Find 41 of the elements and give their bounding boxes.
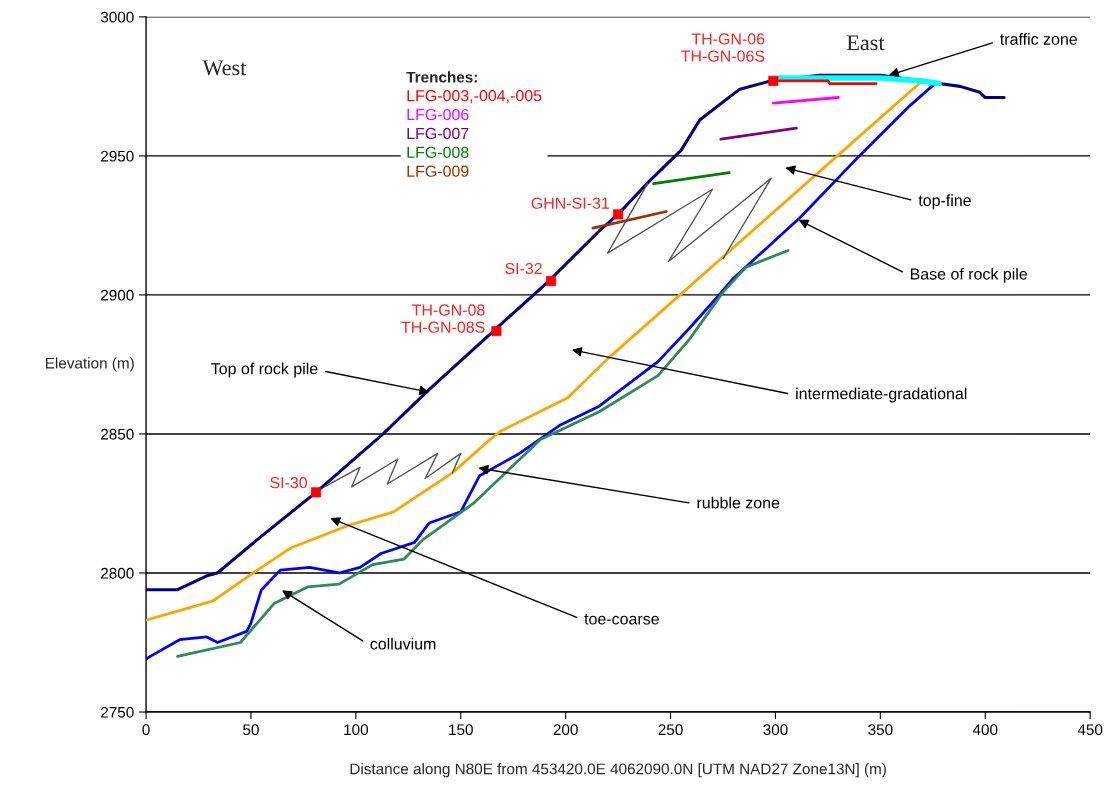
annotation: Base of rock pile	[910, 267, 1027, 283]
x-tick-label: 350	[868, 724, 893, 736]
y-tick-label: 2750	[101, 706, 134, 718]
annotation: West	[202, 60, 247, 76]
y-tick-label: 2900	[101, 289, 134, 301]
text: LFG-003,-004,-005	[407, 90, 542, 104]
text: LFG-006	[407, 108, 469, 121]
line-series	[176, 249, 790, 658]
y-tick-label: 2850	[101, 428, 134, 440]
annotation: TH-GN-06 TH-GN-06S	[681, 33, 765, 62]
x-axis-title: Distance along N80E from 453420.0E 4062090.0N [UTM NAD27 Zone13N] (m)	[350, 763, 886, 778]
legend-title: Trenches:	[406, 71, 477, 83]
x-tick-label: 50	[243, 724, 259, 736]
annotation: SI-30	[270, 476, 308, 489]
y-tick-label: 3000	[100, 11, 134, 23]
y-axis-title: Elevation (m)	[45, 357, 134, 372]
y-tick-label: 2800	[101, 567, 134, 579]
y-tick-label: 2950	[101, 150, 134, 162]
text: LFG-008	[407, 146, 469, 158]
x-tick-label: 100	[344, 724, 368, 736]
x-tick-label: 0	[142, 724, 150, 736]
annotation: top-fine	[918, 194, 971, 210]
annotation: intermediate-gradational	[796, 387, 967, 403]
x-tick-label: 150	[449, 724, 473, 736]
annotation: East	[846, 35, 885, 51]
x-tick-label: 450	[1077, 724, 1103, 736]
text: LFG-009	[407, 165, 469, 177]
annotation: GHN-SI-31	[531, 197, 609, 209]
annotation: toe-coarse	[584, 614, 659, 625]
line-series	[323, 452, 462, 488]
annotation: traffic zone	[1000, 33, 1077, 45]
x-tick-label: 200	[553, 724, 578, 736]
annotation: SI-32	[505, 262, 542, 275]
annotation: colluvium	[370, 637, 436, 650]
annotation: Top of rock pile	[211, 362, 318, 378]
x-tick-label: 400	[972, 724, 998, 736]
annotation: rubble zone	[697, 496, 780, 509]
text: LFG-007	[407, 127, 469, 140]
x-tick-label: 300	[763, 724, 788, 736]
x-tick-label: 250	[658, 724, 683, 736]
annotation: TH-GN-08 TH-GN-08S	[401, 304, 485, 333]
